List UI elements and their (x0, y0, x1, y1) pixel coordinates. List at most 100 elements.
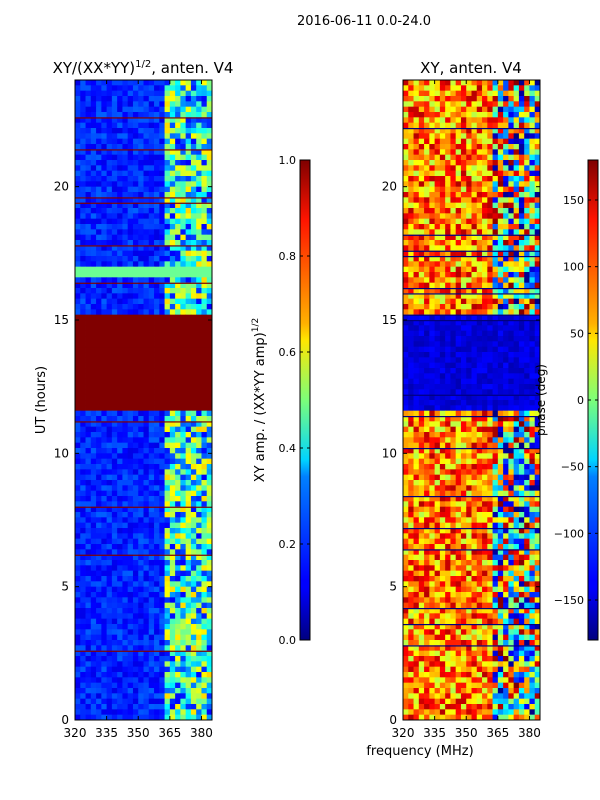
heatmap-cell (513, 282, 520, 289)
heatmap-cell (101, 666, 108, 673)
heatmap-cell (159, 544, 165, 550)
heatmap-cell (201, 672, 208, 678)
heatmap-cell (85, 474, 92, 481)
heatmap-cell (111, 581, 118, 588)
heatmap-cell (418, 80, 425, 86)
heatmap-cell (85, 122, 92, 129)
heatmap-cell (524, 442, 530, 449)
heatmap-cell (518, 186, 525, 193)
heatmap-cell (180, 410, 187, 417)
heatmap-cell (460, 282, 467, 289)
heatmap-cell (138, 597, 144, 604)
heatmap-cell (138, 640, 144, 646)
heatmap-cell (122, 186, 129, 193)
heatmap-cell (492, 293, 499, 300)
heatmap-cell (434, 352, 441, 358)
heatmap-cell (196, 90, 202, 97)
heatmap-cell (159, 442, 165, 449)
heatmap-cell (403, 240, 409, 246)
heatmap-cell (159, 378, 165, 385)
heatmap-cell (127, 112, 134, 118)
heatmap-cell (524, 304, 530, 310)
heatmap-cell (175, 560, 181, 566)
heatmap-cell (164, 101, 171, 108)
heatmap-cell (482, 298, 488, 305)
heatmap-cell (201, 197, 208, 204)
heatmap-cell (503, 432, 509, 438)
heatmap-cell (190, 549, 197, 556)
heatmap-cell (418, 298, 425, 305)
heatmap-cell (138, 186, 144, 193)
heatmap-cell (122, 405, 129, 412)
heatmap-cell (127, 496, 134, 502)
heatmap-cell (143, 666, 150, 673)
heatmap-cell (180, 330, 187, 337)
heatmap-cell (154, 469, 160, 476)
heatmap-cell (196, 325, 202, 332)
heatmap-cell (403, 314, 409, 321)
heatmap-cell (513, 309, 520, 316)
heatmap-cell (101, 106, 108, 113)
heatmap-cell (127, 197, 134, 204)
colorbar-tick-label: 1.0 (279, 154, 297, 167)
heatmap-cell (169, 522, 176, 529)
heatmap-cell (169, 469, 176, 476)
heatmap-cell (434, 80, 441, 86)
heatmap-cell (524, 229, 530, 236)
heatmap-cell (106, 661, 113, 668)
heatmap-cell (169, 677, 176, 684)
heatmap-cell (101, 645, 108, 652)
heatmap-cell (180, 138, 187, 145)
heatmap-cell (201, 240, 208, 246)
heatmap-cell (196, 512, 202, 518)
heatmap-cell (85, 368, 92, 374)
heatmap-cell (534, 112, 540, 118)
heatmap-cell (524, 410, 530, 417)
heatmap-cell (418, 400, 425, 406)
heatmap-cell (164, 266, 171, 273)
heatmap-cell (439, 266, 446, 273)
heatmap-cell (185, 256, 192, 262)
heatmap-cell (75, 586, 81, 593)
heatmap-cell (450, 336, 457, 342)
heatmap-cell (201, 640, 208, 646)
heatmap-cell (460, 416, 467, 422)
heatmap-cell (90, 133, 97, 140)
heatmap-cell (439, 261, 446, 268)
heatmap-cell (408, 138, 414, 145)
heatmap-cell (466, 357, 472, 364)
heatmap-cell (111, 656, 118, 662)
heatmap-cell (117, 218, 123, 225)
heatmap-cell (75, 298, 81, 305)
heatmap-cell (138, 314, 144, 321)
heatmap-cell (418, 309, 425, 316)
heatmap-cell (534, 85, 540, 92)
heatmap-cell (90, 394, 97, 401)
heatmap-cell (175, 325, 181, 332)
heatmap-cell (90, 640, 97, 646)
heatmap-cell (175, 160, 181, 166)
heatmap-cell (450, 394, 457, 401)
heatmap-cell (80, 485, 86, 492)
heatmap-cell (159, 613, 165, 620)
heatmap-cell (434, 346, 441, 353)
heatmap-cell (122, 640, 129, 646)
heatmap-cell (429, 192, 436, 198)
heatmap-cell (503, 378, 509, 385)
heatmap-cell (90, 714, 97, 720)
heatmap-cell (487, 416, 493, 422)
heatmap-cell (190, 192, 197, 198)
heatmap-cell (518, 421, 525, 428)
heatmap-cell (206, 80, 212, 86)
heatmap-cell (117, 437, 123, 444)
heatmap-cell (138, 458, 144, 465)
heatmap-cell (466, 144, 472, 150)
flagged-row-line (75, 506, 212, 508)
heatmap-cell (85, 661, 92, 668)
heatmap-cell (503, 256, 509, 262)
heatmap-cell (111, 453, 118, 460)
heatmap-cell (127, 549, 134, 556)
heatmap-cell (80, 469, 86, 476)
heatmap-cell (466, 80, 472, 86)
heatmap-cell (143, 272, 150, 278)
